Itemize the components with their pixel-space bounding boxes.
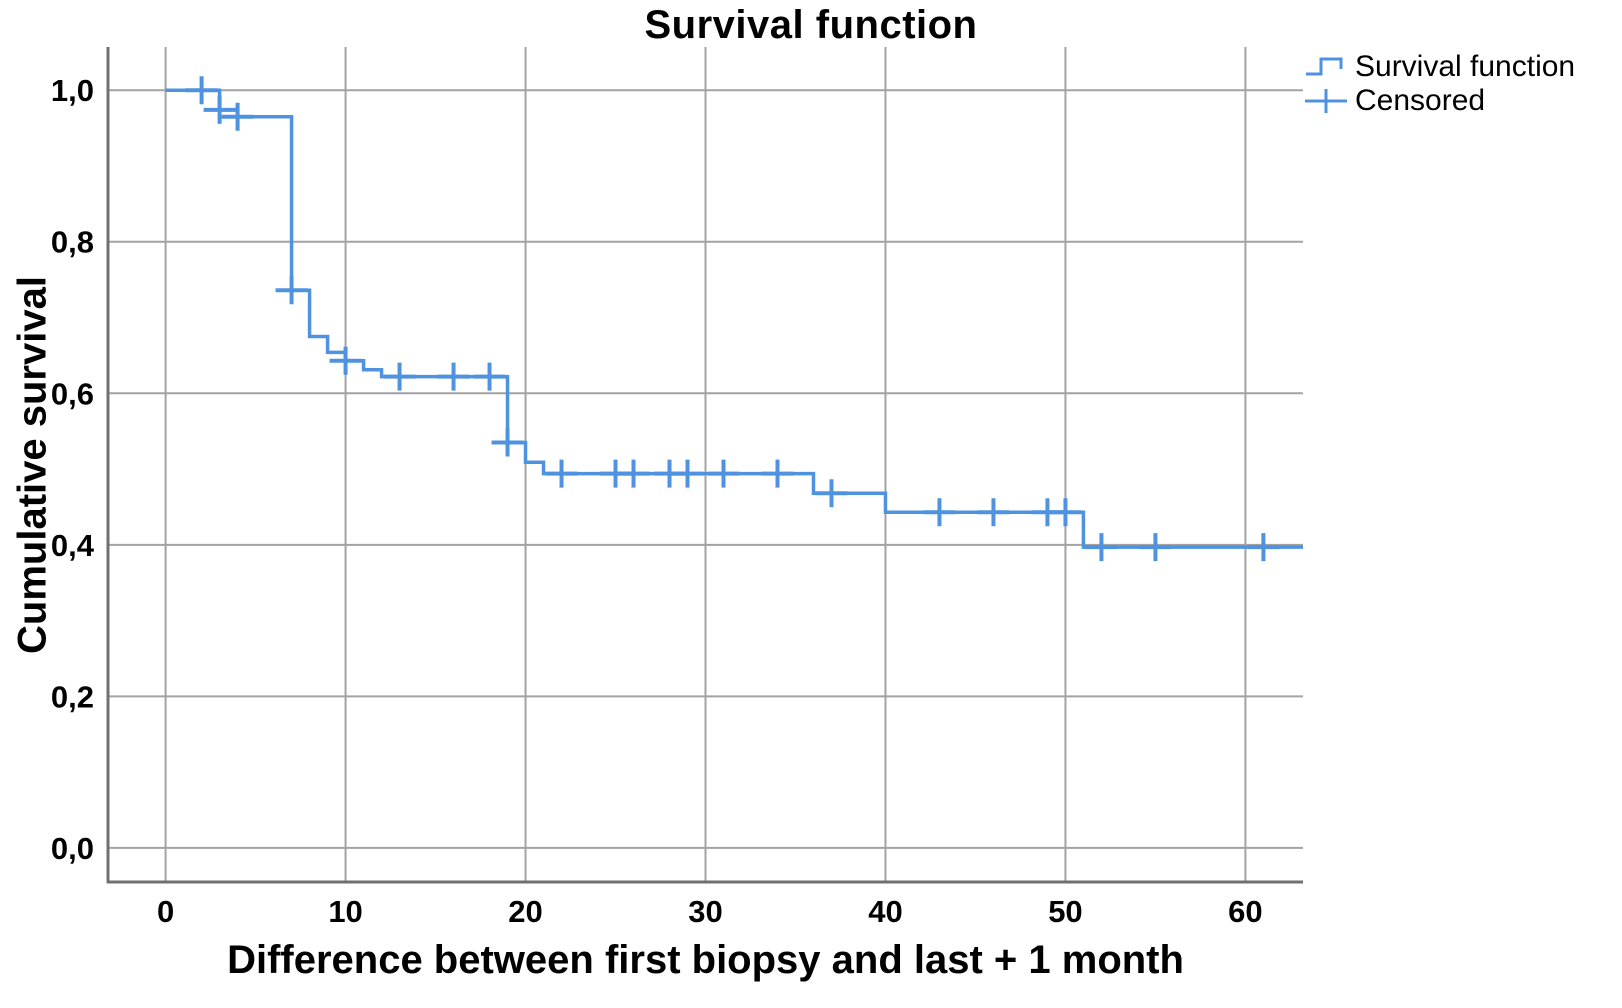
- censored-marker: [815, 479, 848, 508]
- y-tick-label: 0,0: [51, 831, 94, 866]
- legend-label-censored: Censored: [1355, 84, 1486, 117]
- censored-marker: [923, 498, 956, 527]
- y-tick-label: 0,8: [51, 225, 94, 260]
- censored-marker: [203, 95, 236, 124]
- censored-marker: [1247, 533, 1280, 562]
- censored-marker: [1049, 498, 1082, 527]
- survival-curve: [165, 88, 1303, 549]
- x-axis-title: Difference between first biopsy and last…: [227, 938, 1184, 982]
- x-tick-label: 40: [868, 894, 902, 929]
- censored-marker: [221, 102, 254, 131]
- y-tick-label: 0,4: [51, 528, 95, 563]
- censored-marker: [473, 362, 506, 391]
- chart-title: Survival function: [644, 3, 978, 47]
- x-tick-label: 50: [1048, 894, 1082, 929]
- x-tick-label: 10: [328, 894, 362, 929]
- legend-item-survival: Survival function: [1303, 50, 1575, 84]
- censored-marker: [545, 459, 578, 488]
- y-tick-label: 0,2: [51, 679, 94, 714]
- legend-item-censored: Censored: [1303, 84, 1575, 118]
- step-line-icon: [1306, 57, 1343, 76]
- legend: Survival function Censored: [1303, 50, 1575, 118]
- y-axis-title: Cumulative survival: [10, 276, 55, 654]
- censored-marker: [707, 459, 740, 488]
- censored-marker: [185, 76, 218, 105]
- y-tick-label: 1,0: [51, 73, 94, 108]
- plus-marker-icon: [1305, 89, 1347, 113]
- censored-marker: [761, 459, 794, 488]
- censored-marker: [977, 498, 1010, 527]
- x-tick-label: 0: [157, 894, 174, 929]
- x-tick-label: 30: [688, 894, 722, 929]
- censored-marker: [437, 362, 470, 391]
- censored-marker: [383, 362, 416, 391]
- censored-marker: [1139, 533, 1172, 562]
- censored-marker: [671, 459, 704, 488]
- x-tick-label: 60: [1228, 894, 1262, 929]
- x-tick-label: 20: [508, 894, 542, 929]
- censored-marker: [329, 346, 362, 375]
- legend-label-survival: Survival function: [1355, 50, 1576, 83]
- censored-marker: [275, 276, 308, 305]
- censored-marker: [1085, 533, 1118, 562]
- y-tick-label: 0,6: [51, 376, 94, 411]
- censored-marker: [491, 428, 524, 457]
- censored-marker: [617, 459, 650, 488]
